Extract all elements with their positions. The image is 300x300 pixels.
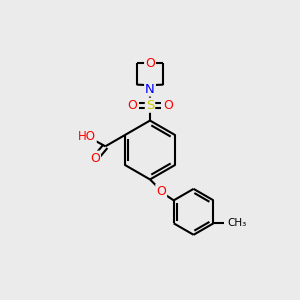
Text: HO: HO [78,130,96,143]
Text: CH₃: CH₃ [227,218,247,228]
Text: O: O [90,152,100,165]
Text: S: S [146,99,154,112]
Text: O: O [145,57,155,70]
Text: N: N [145,82,155,95]
Text: O: O [156,185,166,198]
Text: O: O [163,99,173,112]
Text: O: O [127,99,137,112]
